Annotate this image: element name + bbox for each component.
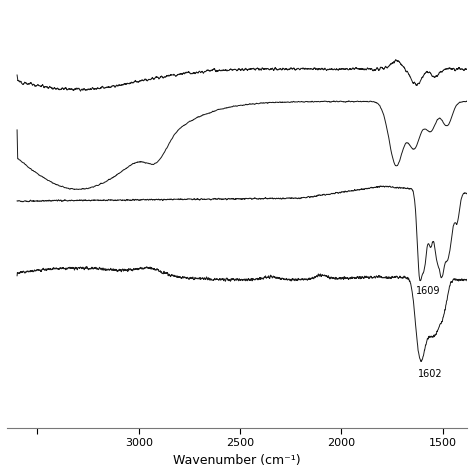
X-axis label: Wavenumber (cm⁻¹): Wavenumber (cm⁻¹) [173,454,301,467]
Text: 1609: 1609 [416,286,441,296]
Text: 1602: 1602 [418,369,443,379]
